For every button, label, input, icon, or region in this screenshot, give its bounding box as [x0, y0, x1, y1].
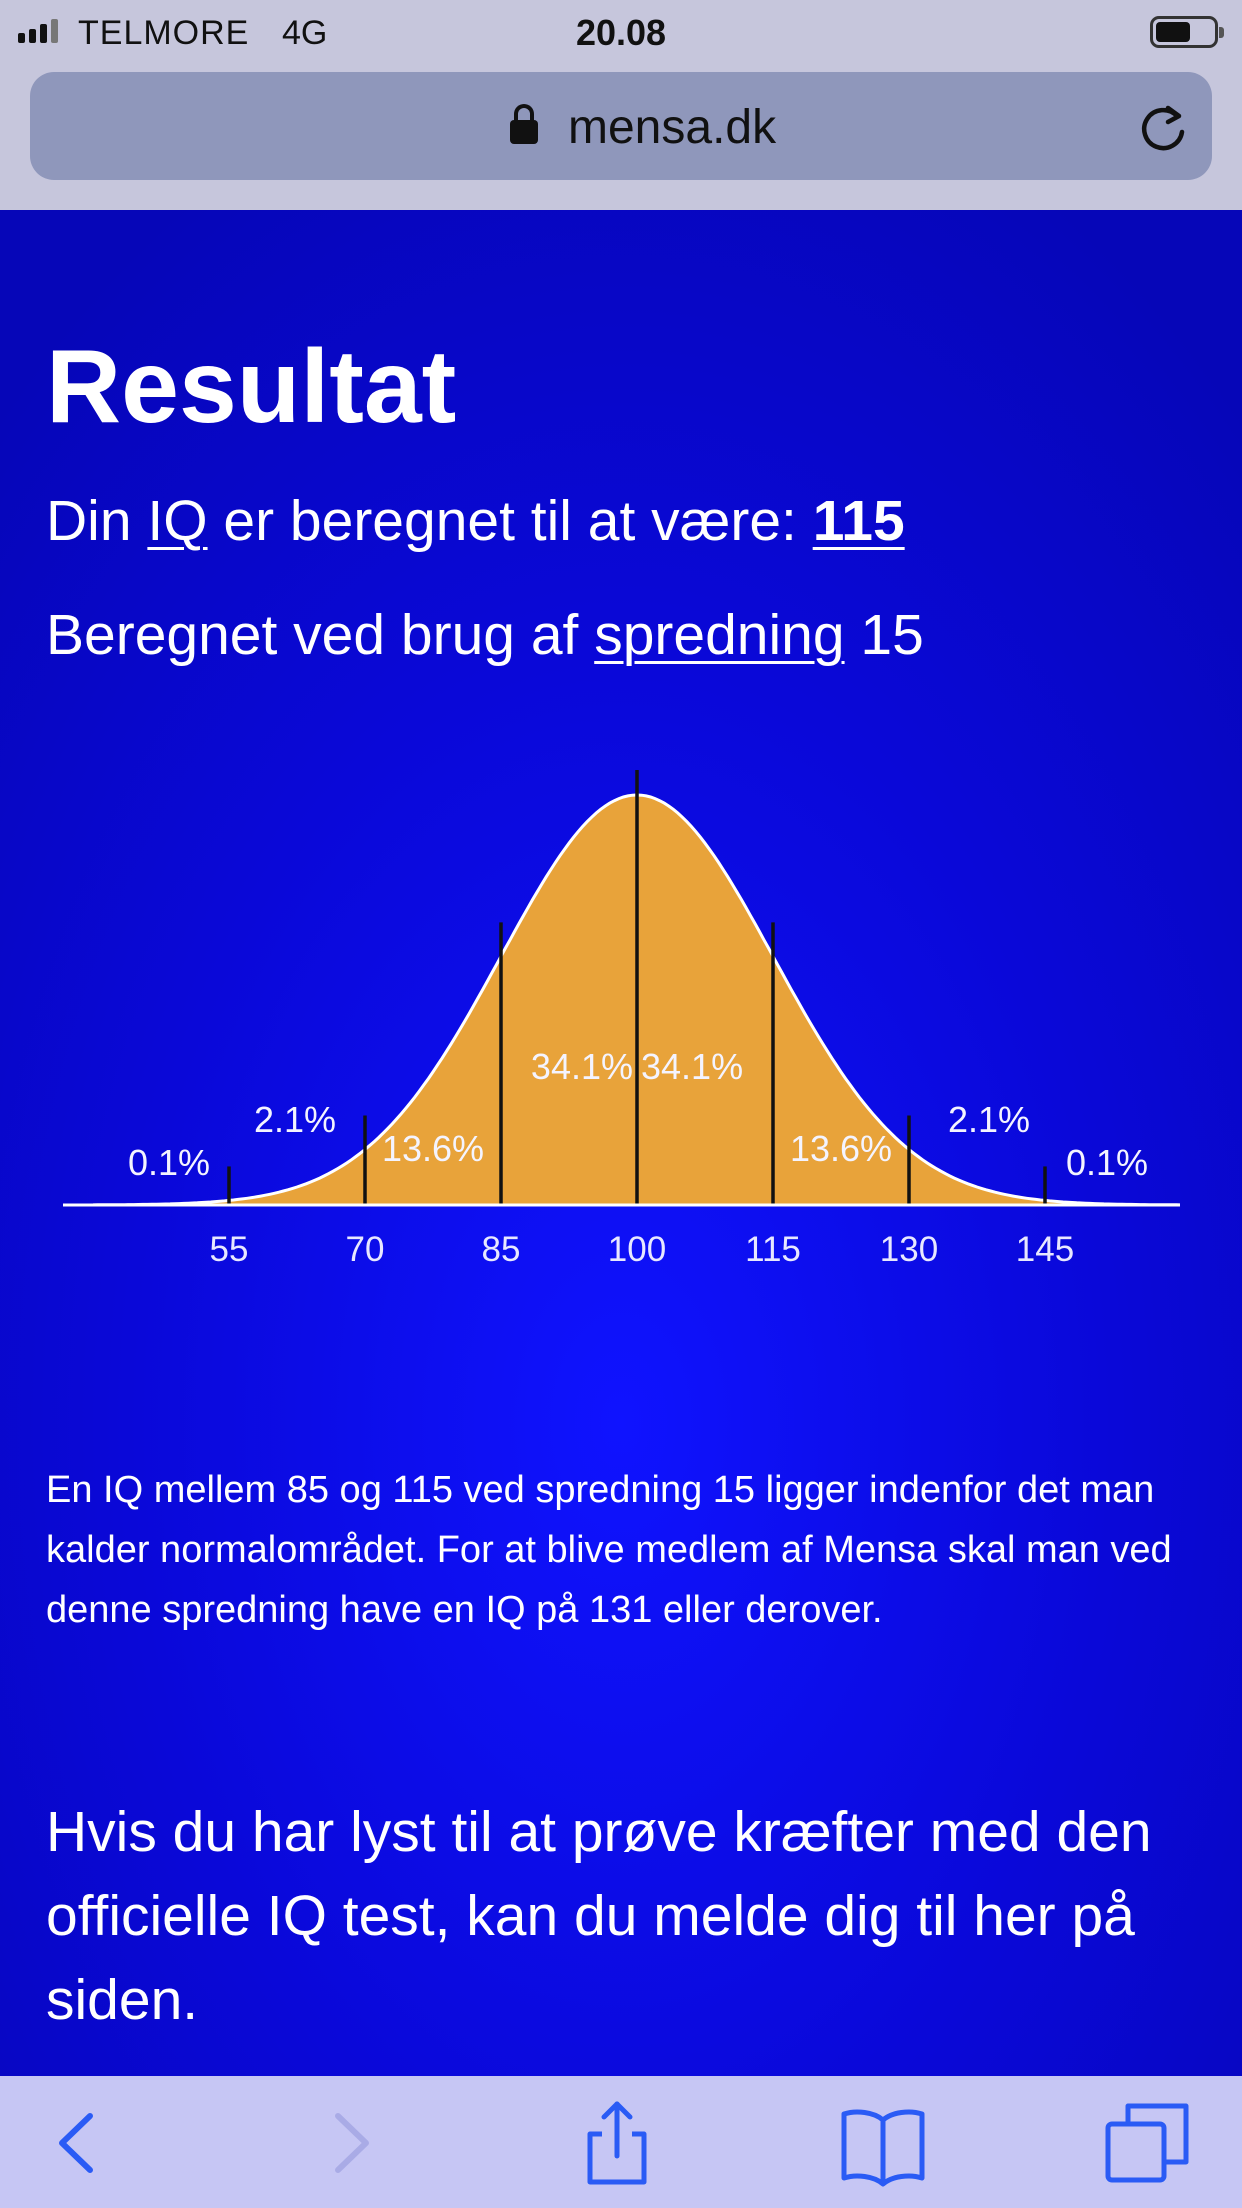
status-time: 20.08 — [575, 12, 667, 53]
spread-line: Beregnet ved brug af spredning 15 — [46, 602, 924, 668]
cta-text: Hvis du har lyst til at prøve kræfter me… — [46, 1800, 1152, 2032]
segment-percent-label: 34.1% — [641, 1046, 743, 1087]
bookmarks-icon[interactable] — [838, 2098, 928, 2188]
x-tick-label: 70 — [346, 1230, 385, 1269]
segment-percent-label: 34.1% — [531, 1046, 633, 1087]
carrier-label: TELMORE — [78, 14, 250, 52]
status-bar: TELMORE 4G 20.08 — [0, 0, 1242, 62]
spread-prefix: Beregnet ved brug af — [46, 603, 595, 667]
x-tick-label: 145 — [1016, 1230, 1074, 1269]
iq-prefix: Din — [46, 489, 148, 553]
page-content: Resultat Din IQ er beregnet til at være:… — [0, 210, 1242, 2076]
segment-percent-label: 2.1% — [948, 1099, 1030, 1140]
x-tick-label: 130 — [880, 1230, 938, 1269]
iq-result-line: Din IQ er beregnet til at være: 115 — [46, 488, 905, 554]
network-label: 4G — [282, 14, 328, 52]
spread-link[interactable]: spredning — [594, 603, 845, 667]
browser-chrome: TELMORE 4G 20.08 mensa.dk — [0, 0, 1242, 210]
battery-icon — [1150, 16, 1224, 48]
x-tick-label: 115 — [745, 1230, 801, 1269]
spread-value: 15 — [844, 603, 924, 667]
address-bar[interactable]: mensa.dk — [30, 72, 1212, 180]
back-icon[interactable] — [32, 2098, 122, 2188]
browser-toolbar — [0, 2076, 1242, 2208]
forward-icon — [335, 2113, 369, 2173]
description-text: En IQ mellem 85 og 115 ved spredning 15 … — [46, 1469, 1172, 1631]
address-domain[interactable]: mensa.dk — [568, 101, 777, 154]
iq-distribution-chart: 55 70 85 100 115 130 145 0.1% 2.1% 13.6% 34.1% 34.1… — [63, 770, 1180, 1269]
iq-middle: er beregnet til at være: — [207, 489, 813, 553]
iq-link[interactable]: IQ — [147, 489, 208, 553]
segment-percent-label: 0.1% — [128, 1142, 210, 1183]
reload-icon[interactable] — [1137, 102, 1189, 154]
page-title: Resultat — [46, 329, 457, 445]
tabs-icon[interactable] — [1102, 2098, 1192, 2188]
segment-percent-label: 2.1% — [254, 1099, 336, 1140]
segment-percent-label: 13.6% — [382, 1128, 484, 1169]
segment-percent-label: 13.6% — [790, 1128, 892, 1169]
lock-icon — [510, 104, 538, 144]
x-tick-label: 55 — [210, 1230, 249, 1269]
iq-value[interactable]: 115 — [812, 489, 905, 553]
x-tick-label: 85 — [482, 1230, 521, 1269]
share-icon[interactable] — [572, 2098, 662, 2188]
segment-percent-label: 0.1% — [1066, 1142, 1148, 1183]
x-tick-label: 100 — [608, 1230, 666, 1269]
signal-icon — [18, 19, 58, 43]
